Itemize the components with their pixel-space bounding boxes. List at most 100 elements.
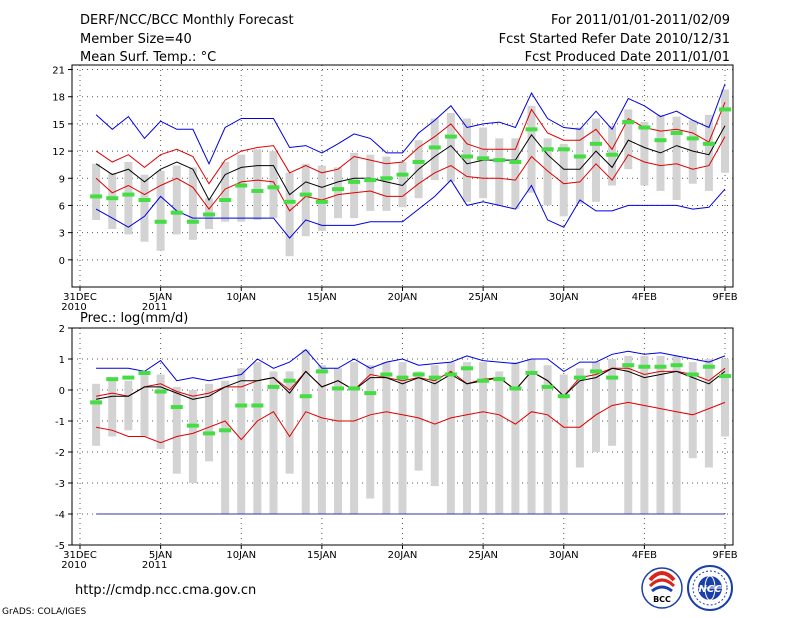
- prec-xtick-label: 30JAN: [549, 550, 579, 561]
- bcc-logo-text: BCC: [653, 595, 671, 604]
- prec-ytick-label: -5: [55, 541, 65, 552]
- prec-xtick-label: 15JAN: [307, 550, 337, 561]
- temp-member-range-bar: [285, 172, 294, 257]
- temp-xtick-label: 15JAN: [307, 292, 337, 303]
- prec-ytick-label: -4: [55, 510, 65, 521]
- prec-member-range-bar: [479, 362, 488, 514]
- temp-ytick-label: 12: [52, 147, 65, 158]
- prec-observed-marker: [396, 375, 409, 380]
- prec-member-range-bar: [334, 368, 342, 514]
- temp-xtick-label: 5JAN: [149, 292, 172, 303]
- prec-observed-marker: [606, 375, 619, 380]
- prec-member-range-bar: [253, 362, 262, 514]
- prec-member-range-bar: [301, 349, 310, 514]
- temp-observed-marker: [428, 145, 441, 150]
- prec-xtick-label: 4FEB: [632, 550, 657, 561]
- prec-member-range-bar: [382, 362, 391, 514]
- temp-observed-marker: [219, 198, 232, 203]
- prec-observed-marker: [622, 363, 635, 368]
- prec-observed-marker: [573, 375, 586, 380]
- prec-member-range-bar: [205, 383, 213, 462]
- prec-ytick-label: 1: [59, 355, 65, 366]
- prec-xtick-label: 10JAN: [226, 550, 256, 561]
- ncc-logo: NCC: [687, 565, 733, 611]
- temp-observed-marker: [170, 210, 183, 215]
- prec-observed-marker: [428, 375, 441, 380]
- prec-member-range-bar: [624, 355, 633, 514]
- prec-line-ensemble-mean: [96, 367, 726, 400]
- prec-line-upper-band: [96, 367, 726, 397]
- prec-observed-marker: [219, 428, 232, 433]
- temperature-panel-title: Mean Surf. Temp.: °C: [80, 50, 216, 65]
- temp-ytick-label: 3: [59, 229, 65, 240]
- prec-observed-marker: [380, 372, 393, 377]
- temp-observed-marker: [122, 192, 135, 197]
- temp-observed-marker: [412, 159, 425, 164]
- source-url[interactable]: http://cmdp.ncc.cma.gov.cn: [75, 583, 256, 598]
- prec-member-range-bar: [366, 365, 375, 499]
- temp-observed-marker: [283, 199, 296, 204]
- prec-member-range-bar: [575, 368, 584, 468]
- prec-observed-marker: [122, 375, 135, 380]
- prec-observed-marker: [412, 372, 425, 377]
- temp-ytick-label: 21: [52, 66, 65, 77]
- temp-observed-marker: [315, 199, 328, 204]
- temp-xtick-label: 25JAN: [468, 292, 498, 303]
- temp-line-min-envelope: [95, 179, 726, 239]
- temp-member-range-bar: [575, 127, 584, 204]
- temp-observed-marker: [461, 154, 473, 159]
- temp-ytick-label: 9: [59, 174, 65, 185]
- prec-ytick-label: -2: [55, 448, 65, 459]
- temp-observed-marker: [573, 154, 586, 159]
- prec-line-max-envelope: [96, 349, 726, 382]
- prec-member-range-bar: [543, 365, 552, 514]
- temp-xtick-year: 2011: [142, 302, 167, 313]
- temp-member-range-bar: [108, 172, 117, 230]
- prec-member-range-bar: [92, 383, 101, 446]
- prec-observed-marker: [299, 394, 312, 399]
- prec-member-range-bar: [704, 359, 713, 468]
- prec-observed-marker: [638, 364, 651, 369]
- prec-member-range-bar: [156, 374, 165, 449]
- temp-member-range-bar: [253, 149, 262, 220]
- temp-ytick-label: 15: [52, 120, 65, 131]
- prec-member-range-bar: [463, 362, 471, 514]
- temp-observed-marker: [106, 196, 119, 201]
- prec-member-range-bar: [221, 380, 230, 514]
- temp-member-range-bar: [301, 163, 310, 237]
- prec-observed-marker: [461, 366, 473, 371]
- temp-observed-marker: [154, 219, 167, 224]
- prec-member-range-bar: [317, 365, 326, 514]
- temp-xtick-label: 31DEC: [63, 292, 97, 303]
- temp-member-range-bar: [188, 167, 197, 240]
- prec-member-range-bar: [350, 362, 359, 514]
- temp-observed-marker: [493, 158, 506, 163]
- prec-observed-marker: [654, 364, 667, 369]
- temp-observed-marker: [138, 198, 151, 203]
- temp-member-range-bar: [672, 116, 681, 201]
- prec-observed-marker: [477, 378, 490, 383]
- prec-member-range-bar: [592, 362, 600, 452]
- prec-observed-marker: [106, 377, 119, 382]
- temp-observed-marker: [509, 159, 522, 164]
- prec-observed-marker: [283, 378, 296, 383]
- prec-observed-marker: [186, 423, 199, 428]
- prec-member-range-bar: [414, 371, 423, 471]
- temp-xtick-label: 4FEB: [632, 292, 657, 303]
- temp-ytick-label: 0: [59, 256, 65, 267]
- temp-observed-marker: [477, 156, 490, 161]
- temp-member-range-bar: [704, 114, 713, 191]
- temp-member-range-bar: [721, 89, 729, 173]
- prec-observed-marker: [557, 394, 570, 399]
- temp-observed-marker: [557, 147, 570, 152]
- temp-member-range-bar: [527, 105, 536, 193]
- temp-observed-marker: [203, 212, 215, 217]
- temp-member-range-bar: [237, 154, 246, 222]
- prec-observed-marker: [138, 370, 151, 375]
- temp-xtick-label: 30JAN: [549, 292, 579, 303]
- prec-member-range-bar: [656, 355, 665, 514]
- temp-observed-marker: [267, 185, 280, 190]
- prec-observed-marker: [686, 372, 699, 377]
- temp-observed-marker: [380, 176, 393, 181]
- temp-observed-marker: [590, 141, 602, 146]
